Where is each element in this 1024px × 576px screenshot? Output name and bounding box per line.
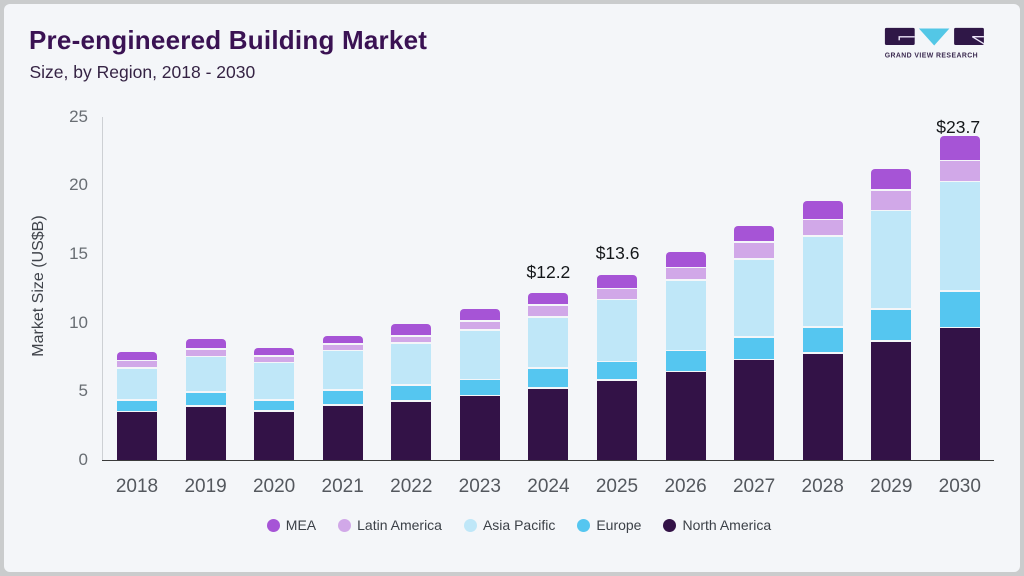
svg-text:GRAND VIEW RESEARCH: GRAND VIEW RESEARCH — [885, 53, 978, 60]
